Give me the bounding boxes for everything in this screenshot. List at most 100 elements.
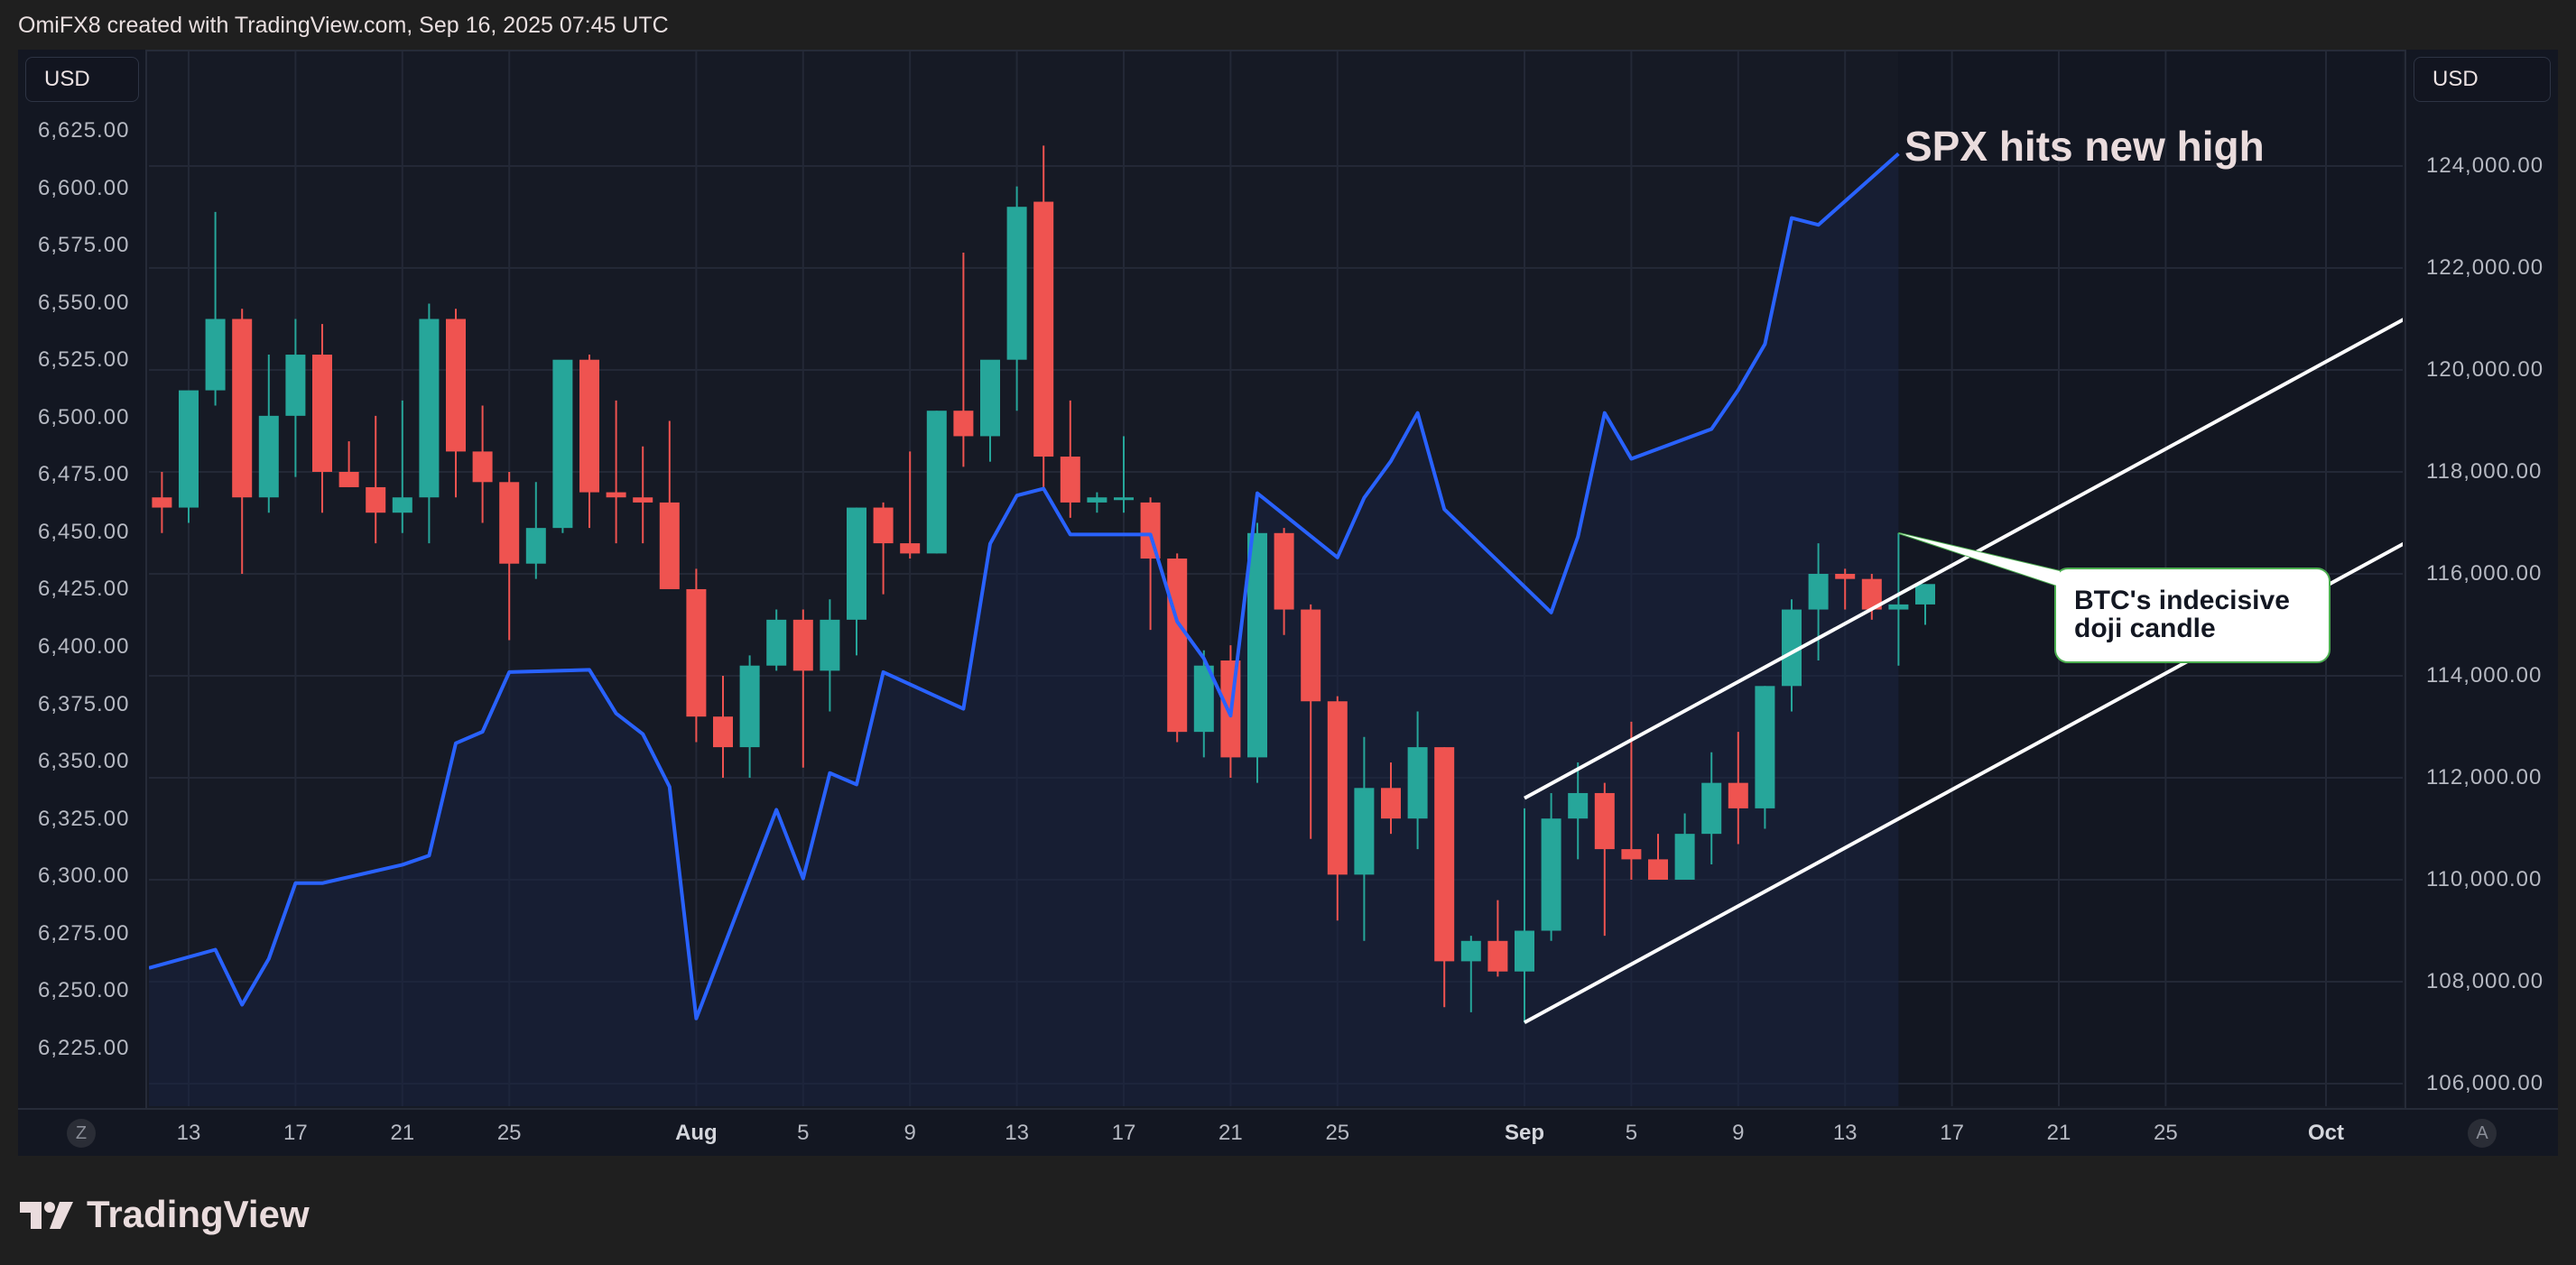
right-price-axis[interactable]: USD 124,000.00 122,000.00 120,000.00 118,00… xyxy=(2405,50,2558,1108)
candle[interactable] xyxy=(820,619,840,671)
candle[interactable] xyxy=(232,319,253,498)
candle[interactable] xyxy=(1327,701,1348,875)
time-axis-tick: 13 xyxy=(176,1121,201,1145)
candle[interactable] xyxy=(953,411,974,437)
candle[interactable] xyxy=(1835,574,1856,579)
candle[interactable] xyxy=(499,482,520,564)
candle[interactable] xyxy=(713,716,733,748)
time-axis-tick: 21 xyxy=(1219,1121,1243,1145)
left-axis-tick: 6,500.00 xyxy=(38,404,130,429)
candle[interactable] xyxy=(419,319,440,498)
candle[interactable] xyxy=(606,492,626,498)
candle[interactable] xyxy=(1728,782,1748,808)
candle[interactable] xyxy=(686,588,707,717)
candle[interactable] xyxy=(1407,747,1428,819)
candle[interactable] xyxy=(1193,665,1214,733)
time-axis[interactable]: Z A 13 17 21 25 Aug 5 9 13 17 21 25 Sep 5 9 13 17 21 25 Oc… xyxy=(18,1108,2558,1156)
candle[interactable] xyxy=(1568,792,1589,819)
candle[interactable] xyxy=(1648,859,1668,880)
candle[interactable] xyxy=(766,619,787,666)
candle[interactable] xyxy=(446,319,466,452)
candle[interactable] xyxy=(1381,788,1401,819)
callout-line-2: doji candle xyxy=(2074,614,2216,643)
candle[interactable] xyxy=(1621,849,1642,860)
zoom-reset-button[interactable]: Z xyxy=(67,1119,96,1148)
left-axis-tick: 6,275.00 xyxy=(38,920,130,946)
candle[interactable] xyxy=(900,543,921,554)
spx-line[interactable] xyxy=(149,152,1900,1020)
candle[interactable] xyxy=(1460,940,1481,962)
time-axis-tick: 13 xyxy=(1832,1121,1858,1145)
time-axis-tick: 25 xyxy=(1325,1121,1350,1145)
channel-line-upper[interactable] xyxy=(1524,100,2576,800)
left-axis-tick: 6,625.00 xyxy=(38,118,130,143)
candle[interactable] xyxy=(1301,609,1321,702)
candle[interactable] xyxy=(1087,497,1107,503)
candle[interactable] xyxy=(633,497,653,503)
tradingview-logo[interactable]: TradingView xyxy=(20,1193,310,1236)
left-axis-tick: 6,225.00 xyxy=(38,1035,130,1060)
candle[interactable] xyxy=(285,355,306,416)
candle[interactable] xyxy=(1755,686,1775,808)
right-axis-tick: 110,000.00 xyxy=(2426,867,2543,891)
candle[interactable] xyxy=(1140,502,1161,559)
candle[interactable] xyxy=(792,619,813,671)
candle[interactable] xyxy=(338,472,359,487)
candle[interactable] xyxy=(1006,207,1027,360)
candle[interactable] xyxy=(472,451,493,483)
candle[interactable] xyxy=(258,415,279,498)
candle[interactable] xyxy=(205,319,226,391)
left-price-axis[interactable]: USD 6,625.00 6,600.00 6,575.00 6,550.00 6,52… xyxy=(18,50,147,1108)
candle[interactable] xyxy=(312,355,332,472)
candle[interactable] xyxy=(525,528,546,564)
candle[interactable] xyxy=(980,359,1000,437)
candle[interactable] xyxy=(1487,940,1508,972)
candle[interactable] xyxy=(1114,497,1134,501)
candle[interactable] xyxy=(847,507,866,620)
doji-callout[interactable] xyxy=(2054,568,2330,663)
candle[interactable] xyxy=(1701,782,1722,835)
candle[interactable] xyxy=(659,502,680,589)
candle[interactable] xyxy=(1167,559,1188,733)
candle[interactable] xyxy=(1033,201,1054,457)
right-axis-tick: 108,000.00 xyxy=(2426,969,2544,993)
right-axis-tick: 118,000.00 xyxy=(2426,459,2543,484)
candle[interactable] xyxy=(1060,457,1080,503)
candle[interactable] xyxy=(1434,747,1455,962)
left-axis-tick: 6,350.00 xyxy=(38,749,130,774)
candle[interactable] xyxy=(1594,792,1615,850)
time-axis-tick: Aug xyxy=(675,1121,718,1145)
time-axis-tick: 17 xyxy=(1940,1121,1964,1145)
candle[interactable] xyxy=(926,411,947,554)
candle[interactable] xyxy=(1515,930,1534,972)
spx-annotation[interactable]: SPX hits new high xyxy=(1904,123,2265,170)
candle[interactable] xyxy=(1354,788,1375,875)
auto-scale-button[interactable]: A xyxy=(2468,1119,2497,1148)
right-currency-button[interactable]: USD xyxy=(2414,57,2551,102)
candle[interactable] xyxy=(152,497,172,508)
time-axis-tick: 21 xyxy=(390,1121,415,1145)
candle[interactable] xyxy=(1274,532,1294,610)
candle[interactable] xyxy=(552,359,573,529)
candle[interactable] xyxy=(739,665,760,748)
candle[interactable] xyxy=(1782,609,1802,687)
right-axis-tick: 116,000.00 xyxy=(2426,561,2543,586)
channel-line-lower[interactable] xyxy=(1524,324,2576,1024)
candle[interactable] xyxy=(179,390,199,508)
candle[interactable] xyxy=(1247,532,1267,758)
candle[interactable] xyxy=(579,359,599,493)
left-currency-button[interactable]: USD xyxy=(25,57,139,102)
candle[interactable] xyxy=(1861,578,1882,610)
candle[interactable] xyxy=(1541,818,1561,931)
right-axis-tick: 106,000.00 xyxy=(2426,1071,2544,1095)
candle[interactable] xyxy=(873,507,894,544)
candle[interactable] xyxy=(1888,604,1909,610)
candle[interactable] xyxy=(366,486,386,513)
candle[interactable] xyxy=(1808,574,1829,610)
candle[interactable] xyxy=(1674,834,1695,880)
time-axis-tick: 17 xyxy=(283,1121,308,1145)
candle[interactable] xyxy=(1915,584,1935,605)
time-axis-tick: 9 xyxy=(1732,1121,1745,1145)
candle[interactable] xyxy=(392,497,412,513)
